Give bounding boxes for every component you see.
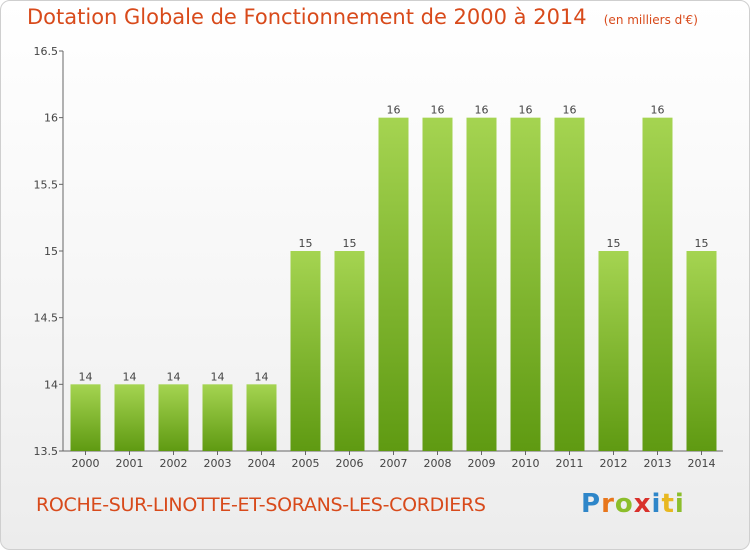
x-tick-label: 2012 [600,457,628,470]
logo-letter: x [633,489,652,519]
logo-letter: P [581,489,602,519]
logo-letter: i [651,489,662,519]
bar [334,251,365,451]
y-tick-label: 15 [44,245,58,258]
y-tick-label: 15.5 [34,178,59,191]
chart-unit-text: (en milliers d'€) [603,13,698,27]
bar-value-label: 16 [475,104,489,117]
x-tick-label: 2008 [424,457,452,470]
bar-value-label: 15 [343,237,357,250]
bar [642,117,673,452]
data-labels: 14 14 14 14 14 15 15 16 16 16 16 16 15 16 15 [79,104,709,384]
bar-value-label: 16 [387,104,401,117]
bar [114,384,145,451]
x-tick-label: 2001 [116,457,144,470]
logo-letter: i [674,489,685,519]
chart-title-text: Dotation Globale de Fonctionnement de 20… [27,5,587,29]
bar [598,251,629,451]
bar [686,251,717,451]
x-tick-label: 2005 [292,457,320,470]
commune-name: ROCHE-SUR-LINOTTE-ET-SORANS-LES-CORDIERS [36,494,486,516]
bar [246,384,277,451]
bar-value-label: 14 [167,370,181,383]
bar [422,117,453,452]
bar [158,384,189,451]
axes: 13.5 14 14.5 15 15.5 16 16.5 2000 2001 2002 2003 20… [34,45,723,470]
y-tick-label: 16.5 [34,45,59,58]
x-tick-label: 2013 [644,457,672,470]
bar-value-label: 14 [255,370,269,383]
chart-title: Dotation Globale de Fonctionnement de 20… [27,5,698,29]
x-tick-label: 2009 [468,457,496,470]
x-tick-label: 2000 [72,457,100,470]
logo-letter: r [601,489,615,519]
bar [378,117,409,452]
bar [70,384,101,451]
bars [70,117,717,452]
x-tick-label: 2010 [512,457,540,470]
bar-value-label: 14 [211,370,225,383]
proxiti-logo[interactable]: Proxiti [581,489,685,519]
x-tick-label: 2007 [380,457,408,470]
bar-value-label: 16 [431,104,445,117]
bar [202,384,233,451]
bar-value-label: 15 [695,237,709,250]
bar [510,117,541,452]
y-tick-label: 13.5 [34,445,59,458]
bar-value-label: 14 [123,370,137,383]
x-tick-label: 2004 [248,457,276,470]
y-tick-label: 16 [44,112,58,125]
bar-value-label: 15 [299,237,313,250]
x-tick-label: 2014 [688,457,716,470]
logo-letter: t [661,489,675,519]
x-tick-label: 2003 [204,457,232,470]
bar-value-label: 15 [607,237,621,250]
x-tick-label: 2002 [160,457,188,470]
bar-value-label: 14 [79,370,93,383]
y-tick-label: 14.5 [34,312,59,325]
bar [466,117,497,452]
bar-value-label: 16 [519,104,533,117]
bar [290,251,321,451]
x-tick-label: 2011 [556,457,584,470]
bar [554,117,585,452]
x-tick-label: 2006 [336,457,364,470]
bar-value-label: 16 [563,104,577,117]
y-tick-label: 14 [44,378,58,391]
bar-value-label: 16 [651,104,665,117]
logo-letter: o [614,489,634,519]
